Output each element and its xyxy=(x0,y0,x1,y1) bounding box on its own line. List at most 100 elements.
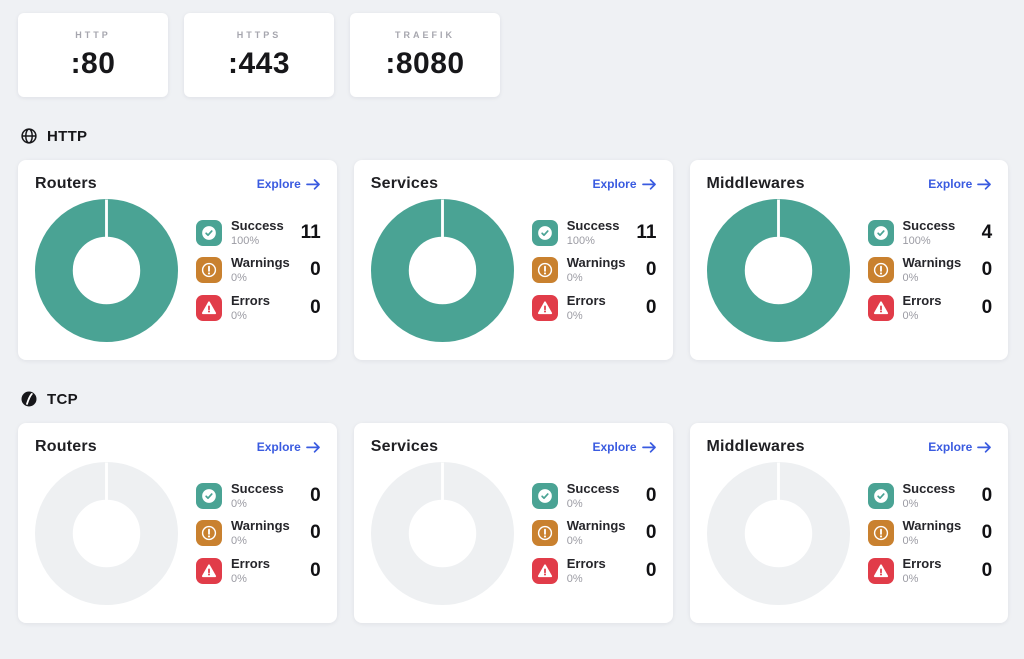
legend-row-errors: Errors 0% 0 xyxy=(531,292,657,323)
warning-exclamation-icon xyxy=(867,520,894,547)
legend-value-errors: 0 xyxy=(645,560,657,582)
error-triangle-icon xyxy=(867,295,894,322)
legend-label-success: Success xyxy=(566,217,620,233)
legend-percent-warnings: 0% xyxy=(566,272,583,285)
card-title: Routers xyxy=(35,438,97,455)
entrypoint-card-https: HTTPS :443 xyxy=(184,13,334,97)
legend-percent-success: 0% xyxy=(902,497,919,510)
overview-card: Routers Explore xyxy=(18,423,337,623)
card-body: Success 0% 0 Warnings xyxy=(35,460,321,607)
legend-label-warnings: Warnings xyxy=(231,518,290,534)
explore-label: Explore xyxy=(256,177,301,191)
explore-link[interactable]: Explore xyxy=(928,440,992,454)
legend-label-errors: Errors xyxy=(566,555,606,571)
legend-row-errors: Errors 0% 0 xyxy=(196,555,321,586)
legend-label-success: Success xyxy=(231,217,284,233)
legend-percent-errors: 0% xyxy=(566,309,583,322)
card-title: Middlewares xyxy=(706,175,805,192)
donut-chart xyxy=(370,462,514,605)
legend-row-errors: Errors 0% 0 xyxy=(867,556,993,586)
error-triangle-icon xyxy=(867,558,894,585)
card-body: Success 0% 0 Warnings xyxy=(370,460,657,607)
entrypoint-port: :8080 xyxy=(385,46,465,80)
warning-exclamation-icon xyxy=(531,257,558,284)
legend-value-warnings: 0 xyxy=(645,522,657,544)
legend-row-success: Success 0% 0 xyxy=(531,481,657,511)
success-check-icon xyxy=(867,219,894,246)
card-header: Routers Explore xyxy=(35,175,321,193)
explore-link[interactable]: Explore xyxy=(257,440,321,454)
legend-value-errors: 0 xyxy=(981,560,993,582)
arrow-right-icon xyxy=(305,179,320,190)
legend: Success 0% 0 Warnings xyxy=(196,481,321,586)
entrypoint-label: HTTP xyxy=(75,29,111,40)
legend-label-warnings: Warnings xyxy=(231,255,290,271)
legend-value-warnings: 0 xyxy=(310,259,321,281)
explore-link[interactable]: Explore xyxy=(592,440,656,454)
explore-label: Explore xyxy=(928,177,973,191)
explore-label: Explore xyxy=(928,440,973,454)
legend-row-success: Success 0% 0 xyxy=(867,481,992,511)
success-check-icon xyxy=(867,482,894,509)
overview-card: Middlewares Explore xyxy=(689,160,1009,360)
explore-link[interactable]: Explore xyxy=(928,177,992,191)
arrow-right-icon xyxy=(641,179,656,190)
warning-exclamation-icon xyxy=(867,257,894,284)
entrypoint-label: HTTPS xyxy=(236,29,282,40)
explore-label: Explore xyxy=(592,440,637,454)
legend-percent-success: 100% xyxy=(566,234,595,247)
legend-label-errors: Errors xyxy=(566,292,606,308)
success-check-icon xyxy=(531,219,558,246)
legend-percent-success: 100% xyxy=(902,234,931,247)
card-body: Success 100% 4 Warnings xyxy=(706,197,993,344)
card-header: Services Explore xyxy=(371,438,657,456)
legend-label-warnings: Warnings xyxy=(566,255,626,271)
legend-percent-errors: 0% xyxy=(231,572,247,585)
section-title: TCP xyxy=(47,390,78,408)
overview-card: Services Explore xyxy=(353,160,673,360)
legend-value-errors: 0 xyxy=(310,560,321,582)
card-header: Middlewares Explore xyxy=(707,438,993,456)
legend-value-success: 4 xyxy=(981,221,993,243)
explore-link[interactable]: Explore xyxy=(592,177,656,191)
legend-label-warnings: Warnings xyxy=(902,518,962,534)
legend-value-warnings: 0 xyxy=(981,522,993,544)
error-triangle-icon xyxy=(531,558,558,585)
dashboard: HTTP :80 HTTPS :443 TRAEFIK :8080 HTTP R… xyxy=(18,13,1009,623)
legend-row-success: Success 100% 11 xyxy=(196,217,321,248)
legend-percent-warnings: 0% xyxy=(231,272,247,285)
card-title: Routers xyxy=(35,175,97,192)
entrypoint-port: :80 xyxy=(70,46,116,80)
legend-percent-errors: 0% xyxy=(902,309,919,322)
warning-exclamation-icon xyxy=(196,520,222,547)
success-check-icon xyxy=(531,482,558,509)
card-header: Middlewares Explore xyxy=(707,175,993,193)
donut-chart xyxy=(35,199,178,342)
entrypoint-card-http: HTTP :80 xyxy=(18,13,168,97)
legend-row-errors: Errors 0% 0 xyxy=(867,293,992,323)
legend-percent-warnings: 0% xyxy=(902,535,919,548)
tcp-cards-row: Routers Explore xyxy=(18,423,1009,623)
legend-label-errors: Errors xyxy=(231,555,271,571)
explore-link[interactable]: Explore xyxy=(257,177,321,191)
explore-label: Explore xyxy=(592,177,637,191)
entrypoint-card-traefik: TRAEFIK :8080 xyxy=(350,13,500,97)
legend-label-success: Success xyxy=(902,217,956,233)
section-title: HTTP xyxy=(47,127,88,145)
card-header: Services Explore xyxy=(371,175,657,193)
card-body: Success 100% 11 Warnings xyxy=(370,197,657,344)
entrypoints-row: HTTP :80 HTTPS :443 TRAEFIK :8080 xyxy=(18,13,1007,97)
section-header-http: HTTP xyxy=(20,127,1007,145)
donut-chart xyxy=(706,199,850,342)
legend-percent-warnings: 0% xyxy=(231,535,247,548)
legend: Success 100% 4 Warnings xyxy=(867,217,993,323)
arrow-right-icon xyxy=(977,442,992,453)
legend-label-warnings: Warnings xyxy=(566,518,626,534)
legend-percent-errors: 0% xyxy=(902,572,919,585)
legend-percent-errors: 0% xyxy=(566,572,583,585)
legend-value-warnings: 0 xyxy=(310,522,321,544)
legend-percent-success: 0% xyxy=(566,497,583,510)
globe-icon xyxy=(21,128,37,144)
legend-percent-warnings: 0% xyxy=(566,535,583,548)
success-check-icon xyxy=(196,482,222,509)
